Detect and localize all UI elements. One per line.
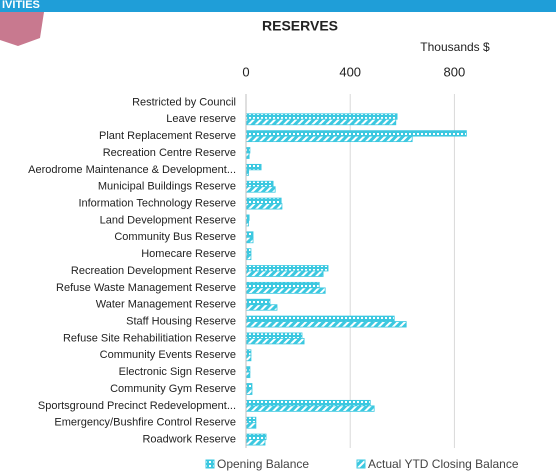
y-tick-label: Refuse Waste Management Reserve [56,282,236,294]
bar [245,265,329,272]
bar [245,383,253,390]
bar [245,416,257,424]
y-tick-label: Emergency/Bushfire Control Reserve [54,417,236,429]
legend-swatch [356,459,366,469]
y-tick-label: Restricted by Council [132,96,236,108]
bar [245,287,326,294]
y-tick-label: Leave reserve [166,113,236,125]
y-tick-label: Community Bus Reserve [114,231,236,243]
chart-title: RESERVES [262,18,338,34]
bar [245,433,267,440]
bar [245,186,276,193]
bar [245,270,324,277]
bar [245,399,371,407]
bar [245,349,252,356]
bar [245,253,252,261]
y-tick-label: Community Events Reserve [100,349,236,361]
bar [245,180,274,188]
legend-swatch [205,459,215,469]
header-title: IVITIES [2,0,40,11]
bar [245,248,252,255]
bar [245,321,407,328]
bar [245,422,257,429]
y-tick-label: Water Management Reserve [96,299,236,311]
bar [245,405,375,412]
y-tick-label: Electronic Sign Reserve [119,366,236,378]
x-tick-label: 800 [444,64,466,79]
bar [245,338,305,345]
bar [245,236,254,244]
y-tick-label: Municipal Buildings Reserve [98,181,236,193]
y-tick-label: Refuse Site Rehabilitiation Reserve [63,332,236,344]
y-tick-label: Aerodrome Maintenance & Development... [28,164,236,176]
bar [245,304,278,311]
bar [245,113,398,120]
bar [245,281,320,289]
y-tick-label: Sportsground Precinct Redevelopment... [38,400,236,412]
bar [245,298,271,306]
bar [245,135,413,143]
x-tick-label: 400 [339,64,361,79]
bar [245,315,395,322]
bar [245,388,253,395]
y-tick-label: Roadwork Reserve [142,433,236,445]
bar [245,197,282,204]
bar [245,439,266,446]
bar [245,118,397,126]
x-tick-label: 0 [242,64,249,79]
y-tick-label: Recreation Centre Reserve [103,147,236,159]
bar [245,366,251,373]
bar [245,203,283,210]
y-tick-label: Community Gym Reserve [110,383,236,395]
axis-label: Thousands $ [420,40,490,54]
legend-label: Actual YTD Closing Balance [368,457,519,471]
y-tick-label: Information Technology Reserve [78,197,236,209]
bar [245,231,254,238]
bar [245,147,251,154]
legend-label: Opening Balance [217,457,309,471]
y-tick-label: Plant Replacement Reserve [99,130,236,142]
bar [245,332,303,339]
y-tick-label: Land Development Reserve [100,214,236,226]
decoration [0,12,44,46]
header-band [0,0,556,12]
bar [245,163,262,171]
y-tick-label: Recreation Development Reserve [71,265,236,277]
bar [245,371,251,379]
bar [245,354,252,362]
bar [245,130,467,137]
y-tick-label: Staff Housing Reserve [126,315,236,327]
y-tick-label: Homecare Reserve [141,248,236,260]
